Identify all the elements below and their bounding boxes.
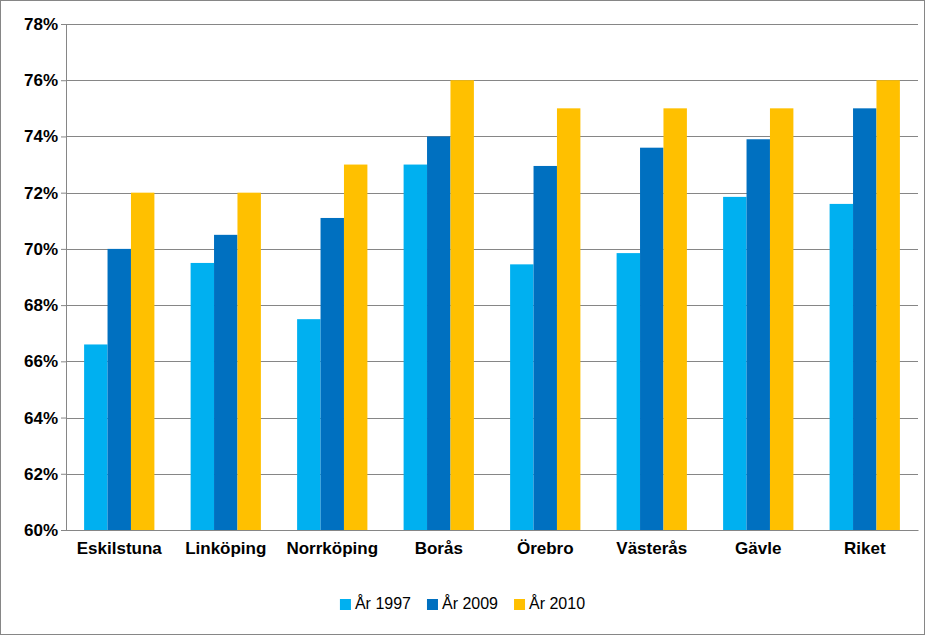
y-tick: 72% [24,184,66,203]
x-tick: Borås [415,539,463,558]
y-tick-label: 78% [24,15,58,34]
x-tick: Gävle [735,539,781,558]
bar [617,253,640,530]
x-tick-label: Borås [415,539,463,558]
y-axis: 60% 62% 64% 66% 68% 70% 72% 74% 76% 78% [24,15,67,540]
y-tick: 76% [24,71,66,90]
plot-area: 60% 62% 64% 66% 68% 70% 72% 74% 76% 78% Eskilstuna… [24,15,919,558]
grid-line [66,80,918,81]
bar [427,136,450,530]
bar-series [131,80,900,530]
legend-item: År 2009 [427,594,498,612]
y-axis-line [66,25,67,531]
y-tick-mark [61,80,66,81]
bar [108,249,131,530]
chart-svg: 60% 62% 64% 66% 68% 70% 72% 74% 76% 78% Eskilstuna… [0,0,925,635]
legend: År 1997 År 2009 År 2010 [340,594,585,612]
x-tick: Riket [844,539,886,558]
y-tick-mark [61,474,66,475]
bar [534,166,557,530]
y-tick-label: 74% [24,127,58,146]
y-tick-mark [61,24,66,25]
x-tick-label: Gävle [735,539,781,558]
bar [557,108,580,530]
y-tick-mark [61,530,66,531]
y-tick: 78% [24,15,66,34]
x-tick: Örebro [517,539,574,558]
x-tick-label: Norrköping [286,539,378,558]
bar [830,204,853,530]
legend-swatch [340,599,351,610]
x-axis: Eskilstuna Linköping Norrköping Borås Örebro… [67,531,919,559]
y-tick-label: 68% [24,296,58,315]
bar [344,165,367,530]
y-tick: 60% [24,521,66,540]
legend-item: År 1997 [340,594,411,612]
y-tick-mark [61,193,66,194]
y-tick: 68% [24,296,66,315]
y-tick-label: 66% [24,352,58,371]
y-tick-mark [61,249,66,250]
x-tick-label: Linköping [185,539,266,558]
bar [640,148,663,530]
bar [770,108,793,530]
y-tick-label: 62% [24,465,58,484]
bar [297,319,320,530]
x-tick: Eskilstuna [77,539,163,558]
bar [450,80,473,530]
legend-label: År 2010 [529,594,585,612]
x-tick-label: Västerås [616,539,687,558]
y-tick: 64% [24,408,66,427]
x-tick: Linköping [185,539,266,558]
x-axis-line [67,530,919,531]
y-tick-mark [61,361,66,362]
bar [84,344,107,530]
bar [663,108,686,530]
bar [214,235,237,530]
bar [237,193,260,530]
chart-frame [1,1,925,635]
y-tick: 66% [24,352,66,371]
bar [131,193,154,530]
x-tick-label: Riket [844,539,886,558]
bar [321,218,344,530]
bar-series [108,108,877,530]
y-tick: 62% [24,465,66,484]
legend-swatch [427,599,438,610]
y-tick-label: 64% [24,408,58,427]
legend-label: År 1997 [355,594,411,612]
grid-line [66,530,918,531]
y-tick-mark [61,418,66,419]
legend-swatch [514,599,525,610]
y-tick-mark [61,305,66,306]
x-tick-label: Eskilstuna [77,539,163,558]
y-tick-label: 70% [24,240,58,259]
y-tick-label: 76% [24,71,58,90]
y-tick-label: 72% [24,184,58,203]
grid [66,25,918,531]
bar [747,139,770,530]
legend-item: År 2010 [514,594,585,612]
y-tick-mark [61,136,66,137]
grid-line [66,24,918,25]
chart-container: 60% 62% 64% 66% 68% 70% 72% 74% 76% 78% Eskilstuna… [0,0,925,635]
y-tick: 70% [24,240,66,259]
bar [723,197,746,530]
x-tick: Västerås [616,539,687,558]
y-tick: 74% [24,127,66,146]
x-tick-label: Örebro [517,539,574,558]
bar [510,264,533,530]
bar [853,108,876,530]
bars [84,80,900,530]
bar [404,165,427,530]
bar [191,263,214,530]
x-tick: Norrköping [286,539,378,558]
y-tick-label: 60% [24,521,58,540]
legend-label: År 2009 [442,594,498,612]
bar [876,80,899,530]
